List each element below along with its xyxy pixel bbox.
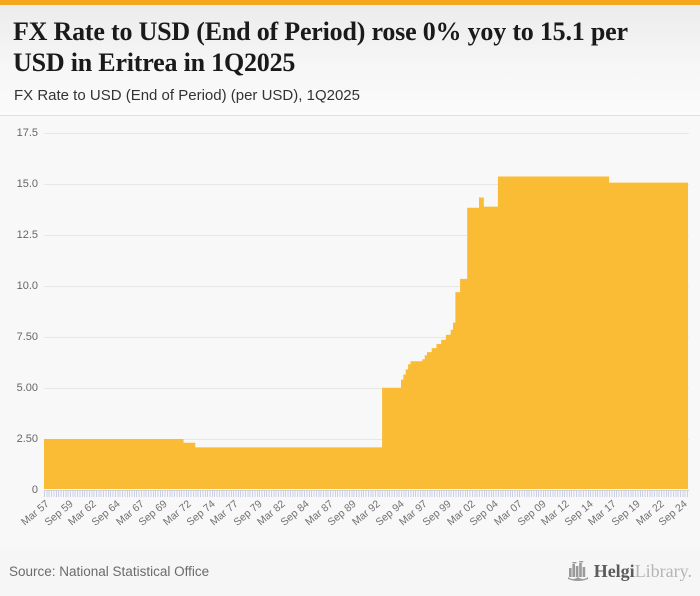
logo-wordmark: HelgiLibrary. [593,560,692,581]
area-path [44,176,688,489]
gridline [44,337,689,338]
gridline [44,184,689,185]
y-axis-label: 2.50 [16,433,38,445]
gridline [44,286,689,287]
gridline [44,439,689,440]
y-axis-label: 7.50 [16,331,38,343]
top-accent-bar [0,0,700,5]
page-title: FX Rate to USD (End of Period) rose 0% y… [13,17,628,77]
gridline [44,388,689,389]
y-axis-label: 5.00 [16,382,38,394]
y-axis-label: 10.0 [16,280,38,292]
gridline [44,133,689,134]
y-axis-label: 0 [31,484,38,496]
source-label: Source: National Statistical Office [9,564,210,579]
y-axis-label: 12.5 [16,229,38,241]
helgi-castle-icon [567,561,588,581]
gridline [44,235,689,236]
fx-rate-area-chart: 17.5 15.0 12.5 10.0 7.50 5.00 2.50 0 Mar 57 Sep 5… [0,117,700,548]
y-axis-label: 15.0 [16,178,38,190]
fx-rate-series-area [44,176,688,489]
helgi-library-logo[interactable]: HelgiLibrary. [567,560,692,582]
y-axis-label: 17.5 [16,127,38,139]
chart-subtitle: FX Rate to USD (End of Period) (per USD)… [14,87,360,105]
chart-header: FX Rate to USD (End of Period) rose 0% y… [0,5,700,116]
quarter-tick-marks [44,490,688,497]
chart-footer: Source: National Statistical Office Helg… [0,548,700,596]
